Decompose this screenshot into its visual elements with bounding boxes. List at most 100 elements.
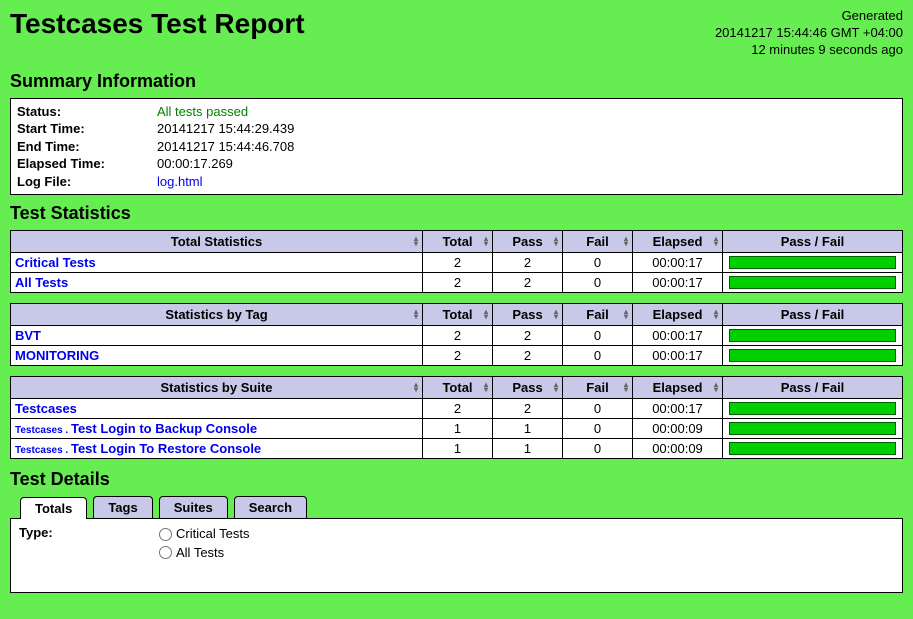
stats-row: All Tests22000:00:17: [11, 273, 903, 293]
stats-row: Critical Tests22000:00:17: [11, 253, 903, 273]
tab-search[interactable]: Search: [234, 496, 307, 518]
sort-icon[interactable]: ▴▾: [554, 310, 558, 320]
sort-icon[interactable]: ▴▾: [714, 310, 718, 320]
stat-elapsed: 00:00:17: [633, 346, 723, 366]
sort-icon[interactable]: ▴▾: [624, 310, 628, 320]
end-time-value: 20141217 15:44:46.708: [157, 138, 294, 156]
sort-icon[interactable]: ▴▾: [624, 237, 628, 247]
type-option-label: Critical Tests: [176, 525, 249, 543]
stat-pass: 2: [493, 326, 563, 346]
pass-bar: [729, 422, 896, 435]
stat-bar-cell: [723, 419, 903, 439]
col-pass[interactable]: Pass▴▾: [493, 304, 563, 326]
stat-pass: 2: [493, 346, 563, 366]
col-elapsed[interactable]: Elapsed▴▾: [633, 377, 723, 399]
col-total[interactable]: Total▴▾: [423, 231, 493, 253]
stat-fail: 0: [563, 439, 633, 459]
sort-icon[interactable]: ▴▾: [484, 310, 488, 320]
stat-fail: 0: [563, 253, 633, 273]
sort-icon[interactable]: ▴▾: [484, 383, 488, 393]
col-total[interactable]: Total▴▾: [423, 304, 493, 326]
col-fail[interactable]: Fail▴▾: [563, 377, 633, 399]
stat-total: 2: [423, 253, 493, 273]
type-option[interactable]: All Tests: [159, 544, 249, 562]
col-title[interactable]: Statistics by Tag▴▾: [11, 304, 423, 326]
stat-link[interactable]: Test Login to Backup Console: [71, 421, 257, 436]
stat-link[interactable]: All Tests: [15, 275, 68, 290]
sort-icon[interactable]: ▴▾: [554, 237, 558, 247]
pass-bar: [729, 329, 896, 342]
type-radio[interactable]: [159, 546, 172, 559]
sort-icon[interactable]: ▴▾: [414, 237, 418, 247]
stat-total: 2: [423, 399, 493, 419]
stat-name-cell: Testcases . Test Login To Restore Consol…: [11, 439, 423, 459]
details-heading: Test Details: [10, 469, 903, 490]
sort-icon[interactable]: ▴▾: [484, 237, 488, 247]
col-total[interactable]: Total▴▾: [423, 377, 493, 399]
type-label: Type:: [19, 525, 159, 540]
generated-time: 20141217 15:44:46 GMT +04:00: [715, 25, 903, 42]
stat-link[interactable]: MONITORING: [15, 348, 99, 363]
col-title[interactable]: Total Statistics▴▾: [11, 231, 423, 253]
stats-row: MONITORING22000:00:17: [11, 346, 903, 366]
stat-pass: 2: [493, 399, 563, 419]
stat-link[interactable]: Critical Tests: [15, 255, 96, 270]
sort-icon[interactable]: ▴▾: [554, 383, 558, 393]
stat-fail: 0: [563, 399, 633, 419]
stat-fail: 0: [563, 346, 633, 366]
log-file-link[interactable]: log.html: [157, 173, 203, 191]
tab-suites[interactable]: Suites: [159, 496, 228, 518]
col-pass[interactable]: Pass▴▾: [493, 377, 563, 399]
type-radio[interactable]: [159, 528, 172, 541]
stat-elapsed: 00:00:17: [633, 326, 723, 346]
stats-row: Testcases22000:00:17: [11, 399, 903, 419]
stats-table: Total Statistics▴▾Total▴▾Pass▴▾Fail▴▾Ela…: [10, 230, 903, 293]
col-title[interactable]: Statistics by Suite▴▾: [11, 377, 423, 399]
stat-pass: 1: [493, 419, 563, 439]
stat-bar-cell: [723, 273, 903, 293]
stat-fail: 0: [563, 419, 633, 439]
stats-table: Statistics by Suite▴▾Total▴▾Pass▴▾Fail▴▾…: [10, 376, 903, 459]
sort-icon[interactable]: ▴▾: [714, 237, 718, 247]
stat-name-cell: All Tests: [11, 273, 423, 293]
col-fail[interactable]: Fail▴▾: [563, 231, 633, 253]
col-elapsed[interactable]: Elapsed▴▾: [633, 231, 723, 253]
generated-info: Generated 20141217 15:44:46 GMT +04:00 1…: [715, 8, 903, 59]
sort-icon[interactable]: ▴▾: [714, 383, 718, 393]
stat-elapsed: 00:00:17: [633, 399, 723, 419]
stat-fail: 0: [563, 273, 633, 293]
stat-total: 2: [423, 273, 493, 293]
tab-tags[interactable]: Tags: [93, 496, 152, 518]
col-elapsed[interactable]: Elapsed▴▾: [633, 304, 723, 326]
pass-bar: [729, 256, 896, 269]
stat-bar-cell: [723, 399, 903, 419]
stat-elapsed: 00:00:09: [633, 439, 723, 459]
stat-link[interactable]: Test Login To Restore Console: [71, 441, 261, 456]
col-passfail: Pass / Fail: [723, 231, 903, 253]
stat-pass: 2: [493, 253, 563, 273]
stat-name-cell: MONITORING: [11, 346, 423, 366]
pass-bar: [729, 349, 896, 362]
elapsed-time-label: Elapsed Time:: [17, 155, 157, 173]
stats-row: Testcases . Test Login to Backup Console…: [11, 419, 903, 439]
sort-icon[interactable]: ▴▾: [624, 383, 628, 393]
pass-bar: [729, 442, 896, 455]
sort-icon[interactable]: ▴▾: [414, 383, 418, 393]
stat-link[interactable]: BVT: [15, 328, 41, 343]
col-passfail: Pass / Fail: [723, 377, 903, 399]
sort-icon[interactable]: ▴▾: [414, 310, 418, 320]
stat-bar-cell: [723, 439, 903, 459]
type-option[interactable]: Critical Tests: [159, 525, 249, 543]
stats-table: Statistics by Tag▴▾Total▴▾Pass▴▾Fail▴▾El…: [10, 303, 903, 366]
col-pass[interactable]: Pass▴▾: [493, 231, 563, 253]
summary-box: Status: All tests passed Start Time: 201…: [10, 98, 903, 196]
stat-elapsed: 00:00:17: [633, 273, 723, 293]
suite-prefix[interactable]: Testcases .: [15, 445, 71, 456]
summary-heading: Summary Information: [10, 71, 903, 92]
col-fail[interactable]: Fail▴▾: [563, 304, 633, 326]
tab-totals[interactable]: Totals: [20, 497, 87, 519]
stat-link[interactable]: Testcases: [15, 401, 77, 416]
stats-row: Testcases . Test Login To Restore Consol…: [11, 439, 903, 459]
suite-prefix[interactable]: Testcases .: [15, 425, 71, 436]
stat-bar-cell: [723, 346, 903, 366]
